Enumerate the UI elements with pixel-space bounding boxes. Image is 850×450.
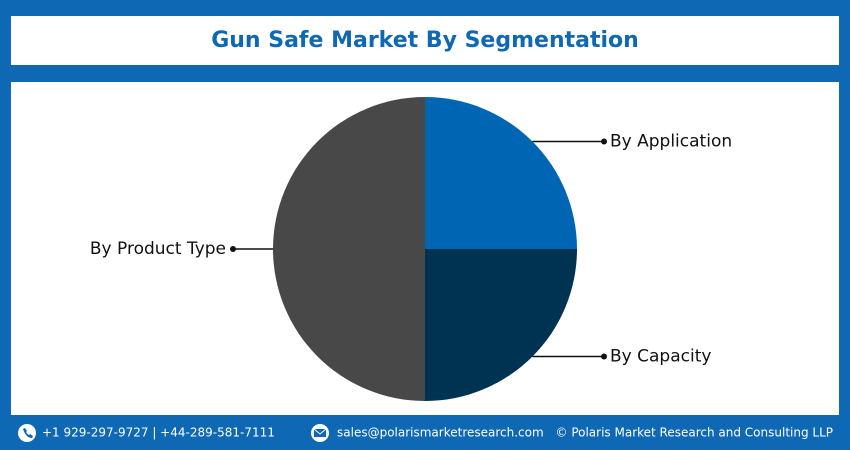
leader-dot: [601, 353, 607, 360]
pie-slice: [273, 97, 425, 401]
leader-dot: [230, 246, 236, 252]
email-flap: [313, 428, 327, 435]
copyright-text: © Polaris Market Research and Consulting…: [556, 426, 834, 440]
leader-dot: [601, 138, 607, 145]
pie-slice: [425, 97, 577, 249]
slice-label: By Capacity: [610, 346, 711, 366]
chart-title: Gun Safe Market By Segmentation: [211, 28, 639, 53]
phone-glyph: [23, 428, 33, 438]
phone-text: +1 929-297-9727 | +44-289-581-7111: [42, 426, 275, 440]
footer: +1 929-297-9727 | +44-289-581-7111 sales…: [18, 424, 833, 442]
title-box: [11, 16, 839, 65]
email-glyph: [314, 429, 326, 437]
slice-label: By Product Type: [90, 239, 226, 259]
slice-label: By Application: [610, 132, 732, 152]
phone-icon: [18, 424, 36, 442]
pie-slice: [425, 249, 577, 401]
email-text: sales@polarismarketresearch.com: [337, 426, 544, 440]
pie: By Application By Capacity By Product Type: [90, 97, 732, 401]
